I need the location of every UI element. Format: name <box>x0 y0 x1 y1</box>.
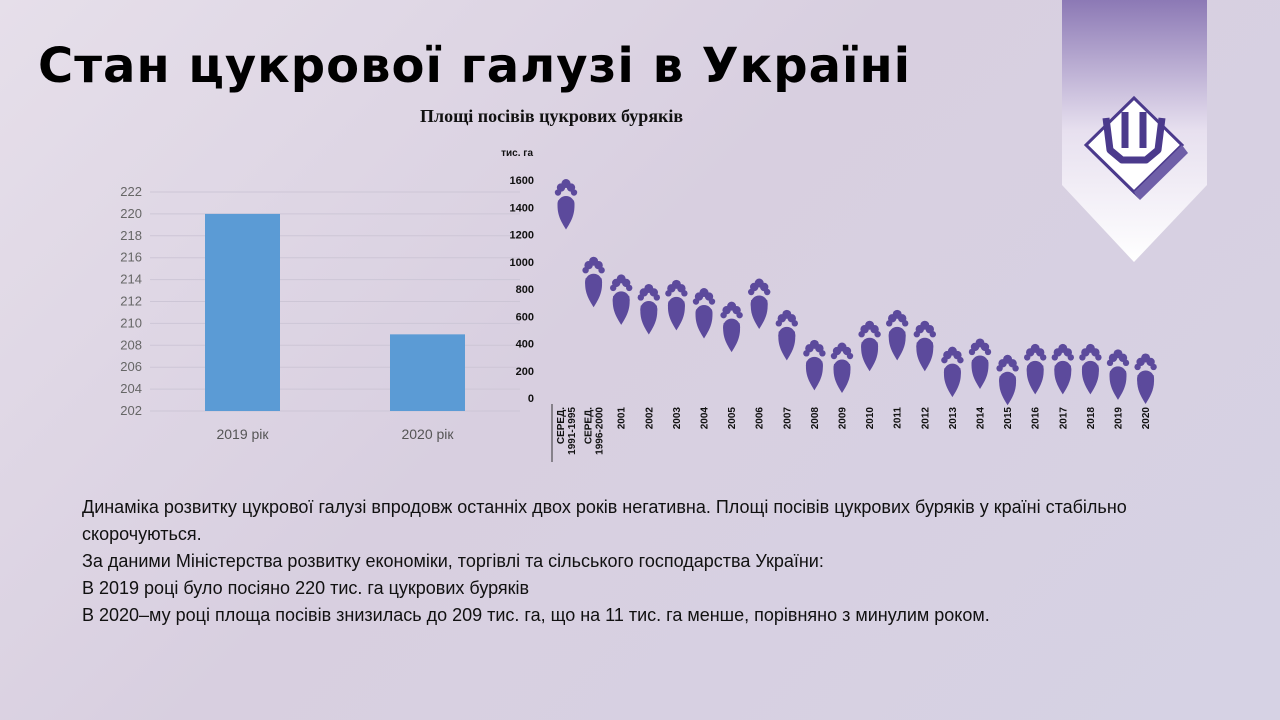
x-tick-label: 2004 <box>700 407 711 430</box>
beet-icon <box>886 309 909 361</box>
beet-icon <box>775 309 798 361</box>
y-tick-label: 1600 <box>510 175 534 187</box>
y-tick-label: 212 <box>120 294 142 309</box>
y-tick-label: 1400 <box>510 202 534 214</box>
y-tick-label: 206 <box>120 359 142 374</box>
beet-icon <box>941 346 964 398</box>
x-tick-label: 2015 <box>1003 407 1014 430</box>
x-tick-label: 2020 <box>1141 407 1152 430</box>
y-tick-label: 208 <box>120 337 142 352</box>
y-tick-label: 400 <box>516 339 534 351</box>
paragraph-4: В 2020–му році площа посівів знизилась д… <box>82 605 990 625</box>
slide-title: Стан цукрової галузі в Україні <box>38 38 912 94</box>
beet-icon <box>1134 353 1157 404</box>
y-tick-label: 200 <box>516 366 534 378</box>
x-tick-label: 2001 <box>617 407 628 430</box>
beet-icon <box>858 320 881 372</box>
x-tick-label: 2006 <box>755 407 766 430</box>
beet-icon <box>637 283 660 335</box>
y-axis-unit: тис. га <box>501 148 533 159</box>
y-tick-label: 204 <box>120 381 142 396</box>
x-tick-label: СЕРЕД.1991-1995 <box>556 407 578 455</box>
y-tick-label: 202 <box>120 403 142 418</box>
x-tick-label: 2010 <box>865 407 876 430</box>
y-tick-label: 218 <box>120 228 142 243</box>
y-tick-label: 222 <box>120 184 142 199</box>
beet-icon <box>610 274 633 325</box>
x-tick-label: 2014 <box>976 407 987 430</box>
y-tick-label: 800 <box>516 284 534 296</box>
y-tick-label: 214 <box>120 272 142 287</box>
x-tick-label: 2019 рік <box>216 426 269 442</box>
beet-icon <box>803 339 826 391</box>
x-tick-label: 2020 рік <box>401 426 454 442</box>
bar <box>390 334 465 411</box>
paragraph-3: В 2019 році було посіяно 220 тис. га цук… <box>82 578 530 598</box>
y-tick-label: 210 <box>120 315 142 330</box>
x-tick-label: 2017 <box>1058 407 1069 430</box>
body-text: Динаміка розвитку цукрової галузі впродо… <box>82 494 1222 629</box>
beet-icon <box>582 256 605 308</box>
beet-icon <box>554 179 578 230</box>
beet-icon <box>720 301 743 353</box>
x-tick-label: 2003 <box>672 407 683 430</box>
y-tick-label: 1200 <box>510 230 534 242</box>
beet-icon <box>1106 349 1130 400</box>
beet-icon <box>1051 343 1075 395</box>
x-tick-label: 2005 <box>727 407 738 430</box>
y-tick-label: 600 <box>516 311 534 323</box>
beet-icon <box>1079 343 1102 395</box>
x-tick-label: 2007 <box>782 407 793 430</box>
beet-icon <box>692 288 716 339</box>
y-tick-label: 1000 <box>510 257 534 269</box>
x-tick-label: 2019 <box>1114 407 1125 430</box>
x-tick-label: 2008 <box>810 407 821 430</box>
x-tick-label: 2018 <box>1086 407 1097 430</box>
x-tick-label: 2013 <box>948 407 959 430</box>
paragraph-1: Динаміка розвитку цукрової галузі впродо… <box>82 497 1127 544</box>
beet-icon <box>830 342 854 394</box>
x-tick-label: 2011 <box>893 407 904 429</box>
paragraph-2: За даними Міністерства розвитку економік… <box>82 551 824 571</box>
beet-icon <box>748 278 771 329</box>
chart-title: Площі посівів цукрових буряків <box>420 106 684 126</box>
x-tick-label: СЕРЕД.1996-2000 <box>584 407 606 455</box>
x-tick-label: 2002 <box>644 407 655 430</box>
beet-icon <box>968 338 992 389</box>
beet-icon <box>996 354 1019 406</box>
beet-icon <box>913 320 936 372</box>
bar <box>205 213 280 411</box>
y-tick-label: 216 <box>120 250 142 265</box>
x-tick-label: 2016 <box>1031 407 1042 430</box>
beet-icon <box>665 279 688 331</box>
x-tick-label: 2009 <box>838 407 849 430</box>
y-tick-label: 0 <box>528 393 534 405</box>
y-tick-label: 220 <box>120 206 142 221</box>
x-tick-label: 2012 <box>920 407 931 430</box>
beet-icon <box>1023 343 1047 395</box>
